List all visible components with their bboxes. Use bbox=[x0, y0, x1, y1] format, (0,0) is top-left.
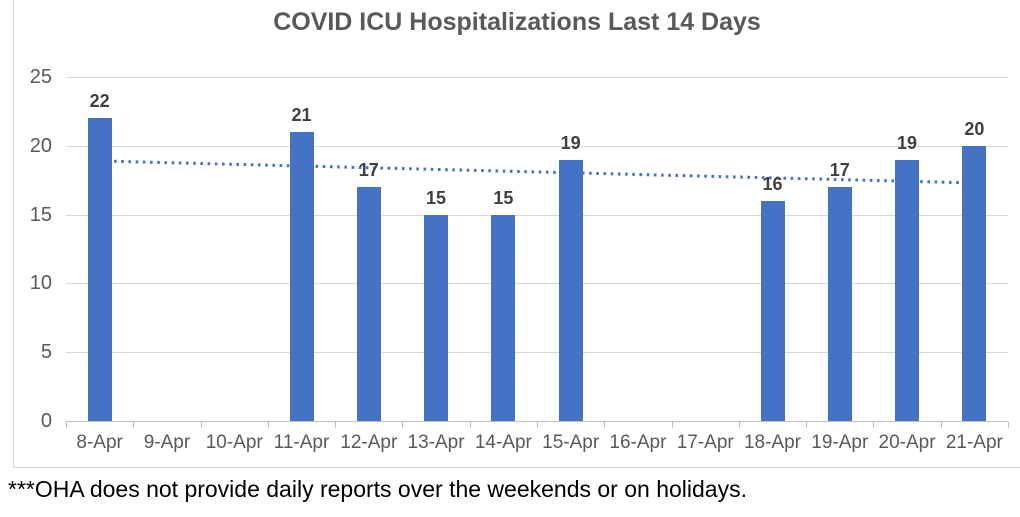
x-axis-label-15-Apr: 15-Apr bbox=[542, 432, 600, 453]
y-axis-label-15: 15 bbox=[29, 203, 52, 226]
x-axis-label-13-Apr: 13-Apr bbox=[407, 432, 465, 453]
gridline-15 bbox=[66, 214, 1008, 216]
x-axis-label-18-Apr: 18-Apr bbox=[743, 432, 801, 453]
y-axis-label-25: 25 bbox=[29, 66, 52, 88]
x-axis-tick bbox=[940, 422, 942, 428]
bar-15-Apr bbox=[558, 159, 583, 421]
y-axis-label-5: 5 bbox=[40, 341, 52, 364]
x-axis-tick bbox=[873, 422, 875, 428]
data-label-20-Apr: 19 bbox=[897, 132, 918, 153]
bar-20-Apr bbox=[895, 159, 920, 421]
data-label-12-Apr: 17 bbox=[358, 160, 379, 181]
x-axis-tick bbox=[200, 422, 202, 428]
y-axis-label-10: 10 bbox=[29, 272, 52, 295]
trendline bbox=[99, 159, 975, 185]
bar-19-Apr bbox=[827, 187, 852, 421]
gridline-25 bbox=[66, 77, 1008, 78]
x-axis-tick bbox=[133, 422, 135, 428]
data-label-13-Apr: 15 bbox=[426, 187, 447, 208]
data-label-18-Apr: 16 bbox=[762, 173, 783, 194]
x-axis-tick bbox=[671, 422, 673, 428]
x-axis-label-11-Apr: 11-Apr bbox=[273, 432, 330, 453]
x-axis-line bbox=[66, 421, 1008, 422]
x-axis-label-17-Apr: 17-Apr bbox=[676, 432, 734, 453]
x-axis-label-14-Apr: 14-Apr bbox=[474, 432, 532, 453]
x-axis-tick bbox=[402, 422, 404, 428]
x-axis-tick bbox=[537, 422, 538, 428]
x-axis-tick bbox=[469, 422, 471, 428]
bar-21-Apr bbox=[962, 145, 987, 421]
x-axis-label-9-Apr: 9-Apr bbox=[143, 432, 191, 453]
bar-18-Apr bbox=[760, 200, 785, 421]
x-axis-tick bbox=[335, 422, 337, 428]
x-axis-tick bbox=[806, 422, 808, 428]
x-axis-tick bbox=[604, 422, 606, 428]
x-axis-label-8-Apr: 8-Apr bbox=[76, 432, 123, 453]
data-label-15-Apr: 19 bbox=[560, 132, 581, 153]
x-axis-label-12-Apr: 12-Apr bbox=[340, 432, 398, 453]
data-label-8-Apr: 22 bbox=[89, 91, 110, 112]
bar-12-Apr bbox=[356, 187, 381, 421]
x-axis-tick bbox=[267, 422, 269, 428]
y-axis-label-0: 0 bbox=[40, 410, 52, 432]
x-axis-tick bbox=[66, 422, 67, 428]
bar-11-Apr bbox=[289, 132, 314, 421]
x-axis-label-19-Apr: 19-Apr bbox=[811, 432, 869, 453]
gridline-5 bbox=[66, 352, 1008, 354]
chart-title: COVID ICU Hospitalizations Last 14 Days bbox=[273, 8, 761, 36]
x-axis-tick bbox=[1008, 422, 1009, 428]
data-label-21-Apr: 20 bbox=[964, 118, 985, 139]
footnote-text: ***OHA does not provide daily reports ov… bbox=[8, 476, 747, 502]
data-label-11-Apr: 21 bbox=[291, 105, 312, 126]
x-axis-label-21-Apr: 21-Apr bbox=[945, 432, 1003, 453]
chart-container: COVID ICU Hospitalizations Last 14 Days … bbox=[13, 0, 1020, 468]
x-axis-label-10-Apr: 10-Apr bbox=[205, 432, 263, 453]
bar-8-Apr bbox=[87, 118, 112, 421]
y-axis-label-20: 20 bbox=[29, 134, 52, 157]
gridline-20 bbox=[66, 145, 1008, 147]
gridline-10 bbox=[66, 283, 1008, 285]
bar-14-Apr bbox=[491, 214, 516, 421]
x-axis-tick bbox=[738, 422, 740, 428]
bar-13-Apr bbox=[424, 214, 449, 421]
data-label-19-Apr: 17 bbox=[829, 160, 850, 181]
data-label-14-Apr: 15 bbox=[493, 187, 514, 208]
x-axis-label-16-Apr: 16-Apr bbox=[609, 432, 667, 453]
x-axis-label-20-Apr: 20-Apr bbox=[878, 432, 936, 453]
